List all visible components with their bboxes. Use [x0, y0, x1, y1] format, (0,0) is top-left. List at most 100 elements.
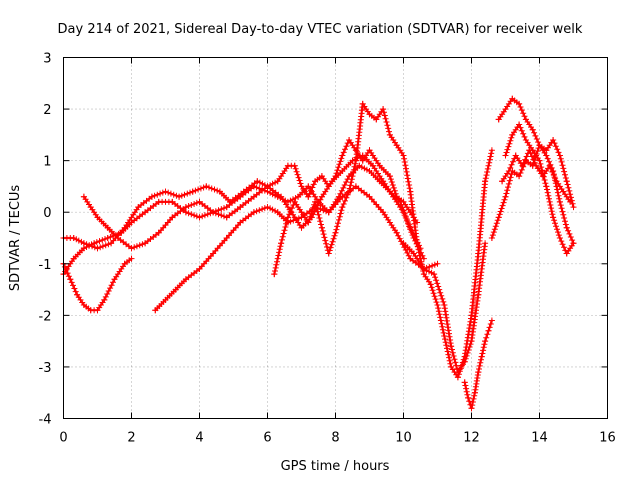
data-point: [80, 240, 87, 247]
data-point: [237, 193, 244, 200]
data-point: [162, 188, 169, 195]
data-point: [550, 214, 557, 221]
data-point: [101, 296, 108, 303]
x-tick-label: 0: [59, 431, 67, 446]
y-tick-label: 2: [43, 103, 51, 118]
data-point: [196, 198, 203, 205]
data-point: [410, 250, 417, 257]
data-point: [203, 183, 210, 190]
data-point: [264, 204, 271, 211]
data-point: [454, 374, 461, 381]
data-point: [366, 111, 373, 118]
data-point: [352, 183, 359, 190]
x-tick-label: 10: [395, 431, 412, 446]
data-point: [502, 106, 509, 113]
data-point: [325, 209, 332, 216]
data-point: [284, 162, 291, 169]
data-point: [250, 183, 257, 190]
x-axis-label: GPS time / hours: [281, 459, 390, 474]
x-tick-label: 6: [263, 431, 271, 446]
data-point: [380, 209, 387, 216]
data-point: [295, 193, 302, 200]
data-point: [529, 126, 536, 133]
data-point: [339, 168, 346, 174]
data-point: [495, 116, 502, 123]
series-track-j: [495, 95, 577, 211]
series-markers: [60, 257, 133, 314]
data-point: [393, 229, 400, 236]
data-point: [250, 193, 257, 200]
series-line: [273, 102, 493, 379]
data-point: [94, 245, 101, 252]
data-point: [570, 240, 577, 247]
data-point: [366, 147, 373, 154]
data-point: [142, 240, 149, 247]
data-point: [556, 198, 563, 205]
data-point: [556, 235, 563, 241]
data-point: [468, 312, 475, 319]
data-point: [332, 229, 339, 236]
data-point: [250, 209, 257, 216]
data-point: [318, 224, 325, 231]
data-point: [434, 302, 441, 308]
data-point: [488, 317, 495, 324]
data-point: [339, 204, 346, 211]
data-point: [237, 219, 244, 226]
data-point: [80, 245, 87, 252]
data-point: [339, 193, 346, 200]
data-point: [536, 142, 543, 149]
data-point: [223, 204, 230, 211]
series-track-l: [499, 147, 574, 205]
series-markers: [60, 162, 422, 278]
data-point: [475, 369, 482, 376]
data-point: [509, 95, 516, 102]
data-point: [526, 147, 533, 154]
grid: [63, 57, 608, 419]
data-point: [512, 152, 519, 159]
data-point: [502, 152, 509, 159]
data-point: [169, 198, 176, 205]
data-point: [278, 193, 285, 200]
data-point: [539, 173, 546, 180]
data-point: [359, 157, 366, 164]
data-point: [152, 307, 159, 314]
data-point: [210, 209, 217, 216]
data-point: [570, 204, 577, 211]
data-point: [291, 162, 298, 169]
data-point: [274, 209, 281, 216]
x-tick-label: 2: [127, 431, 135, 446]
data-point: [196, 265, 203, 272]
x-tick-label: 16: [599, 431, 616, 446]
data-point: [216, 188, 223, 195]
data-point: [522, 137, 529, 143]
data-point: [176, 193, 183, 200]
data-point: [427, 281, 434, 288]
data-point: [465, 394, 472, 401]
data-point: [155, 229, 162, 236]
data-point: [264, 188, 271, 195]
data-point: [91, 240, 98, 247]
data-point: [366, 193, 373, 200]
data-point: [70, 235, 77, 241]
data-point: [543, 147, 550, 154]
data-point: [482, 338, 489, 345]
data-point: [482, 178, 489, 185]
data-point: [400, 209, 407, 216]
data-point: [271, 271, 278, 278]
data-point: [386, 173, 393, 180]
data-point: [291, 198, 298, 205]
data-point: [128, 219, 135, 226]
data-point: [284, 214, 291, 221]
data-point: [182, 209, 189, 216]
data-point: [264, 183, 271, 190]
data-point: [533, 162, 540, 169]
data-point: [567, 198, 574, 205]
series-markers: [271, 100, 495, 381]
data-point: [519, 162, 526, 169]
y-tick-label: 1: [43, 155, 51, 170]
data-point: [509, 131, 516, 138]
data-point: [148, 193, 155, 200]
data-point: [237, 204, 244, 211]
data-point: [356, 162, 363, 169]
